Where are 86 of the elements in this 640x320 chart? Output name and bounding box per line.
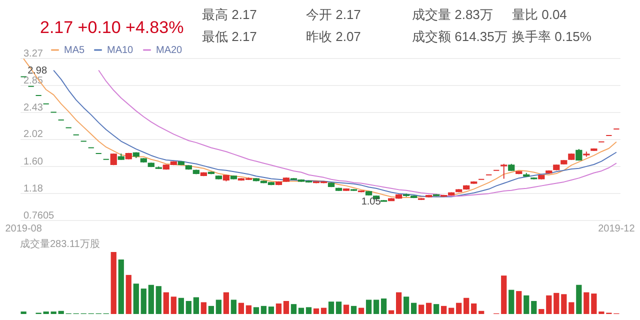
bar — [306, 307, 312, 314]
bar — [554, 292, 560, 314]
legend-label: MA10 — [107, 45, 134, 56]
y-tick-label: 0.7605 — [24, 210, 55, 222]
bar — [140, 288, 146, 314]
bar — [343, 304, 350, 314]
y-tick-label: 1.18 — [24, 183, 44, 194]
bar — [320, 308, 327, 314]
bar — [178, 298, 184, 314]
y-tick-label: 3.27 — [24, 48, 44, 60]
bar — [283, 300, 290, 314]
text: 昨收 2.07 — [306, 28, 362, 46]
text: 今开 2.17 — [306, 6, 362, 24]
bar — [268, 306, 274, 314]
bar — [193, 297, 199, 314]
text: 量比 0.04 — [512, 6, 568, 24]
bar — [170, 296, 176, 314]
bar — [396, 292, 402, 314]
bar — [253, 307, 260, 314]
bar — [448, 308, 454, 314]
bar — [58, 310, 64, 314]
text: 最低 2.17 — [202, 28, 258, 46]
bar — [426, 302, 432, 314]
bar — [246, 305, 252, 314]
bar — [478, 310, 484, 314]
bar — [531, 300, 537, 314]
legend-label: MA20 — [156, 45, 183, 56]
bar — [524, 295, 530, 314]
bar — [508, 290, 514, 314]
bar — [260, 306, 267, 314]
bar — [373, 300, 380, 314]
legend-label: MA5 — [64, 45, 85, 56]
bar — [216, 300, 222, 314]
bar — [133, 284, 139, 314]
bar — [434, 304, 440, 314]
bar — [358, 308, 364, 314]
bar — [148, 284, 154, 314]
bar — [410, 302, 417, 314]
bar — [350, 306, 357, 314]
bar — [576, 284, 582, 314]
bar — [163, 292, 169, 314]
bar — [186, 300, 192, 314]
chart-title: 成交量283.11万股 — [20, 238, 100, 250]
text: 成交量 2.83万 — [412, 6, 494, 24]
bar — [110, 252, 116, 314]
bar — [328, 302, 334, 314]
bar — [538, 309, 544, 314]
bar — [403, 296, 410, 314]
text: 最高 2.17 — [202, 6, 258, 24]
y-tick-label: 1.60 — [24, 156, 44, 168]
bar — [568, 302, 574, 314]
y-tick-label: 2.02 — [24, 129, 44, 140]
bar — [456, 302, 462, 314]
bar — [380, 298, 387, 314]
bar — [223, 292, 230, 314]
bar — [464, 298, 470, 314]
bar — [200, 302, 206, 314]
bar — [561, 294, 567, 314]
bar — [516, 291, 522, 314]
bar — [313, 308, 320, 314]
bar — [230, 300, 237, 314]
bar — [238, 302, 244, 314]
bar — [584, 292, 590, 314]
bar — [546, 295, 552, 314]
x-tick-label: 2019-12 — [598, 224, 636, 234]
bar — [501, 276, 507, 314]
bar — [290, 304, 297, 314]
bar — [366, 300, 372, 314]
bar — [441, 306, 447, 314]
y-tick-label: 2.43 — [24, 102, 44, 114]
bar — [208, 306, 214, 314]
bar — [336, 302, 342, 314]
bar — [126, 274, 132, 314]
bar — [298, 308, 304, 314]
text: 换手率 0.15% — [512, 28, 592, 46]
bar — [276, 303, 282, 314]
bar — [418, 304, 424, 314]
chart-subtitle: 2.17 +0.10 +4.83% — [40, 18, 184, 38]
annotation: 1.05 — [361, 196, 382, 208]
bar — [471, 303, 477, 314]
bar — [388, 310, 394, 314]
text: 成交额 614.35万 — [412, 28, 508, 46]
bar — [156, 286, 162, 314]
bar — [591, 294, 597, 314]
bar — [118, 259, 124, 314]
x-tick-label: 2019-08 — [5, 224, 42, 234]
